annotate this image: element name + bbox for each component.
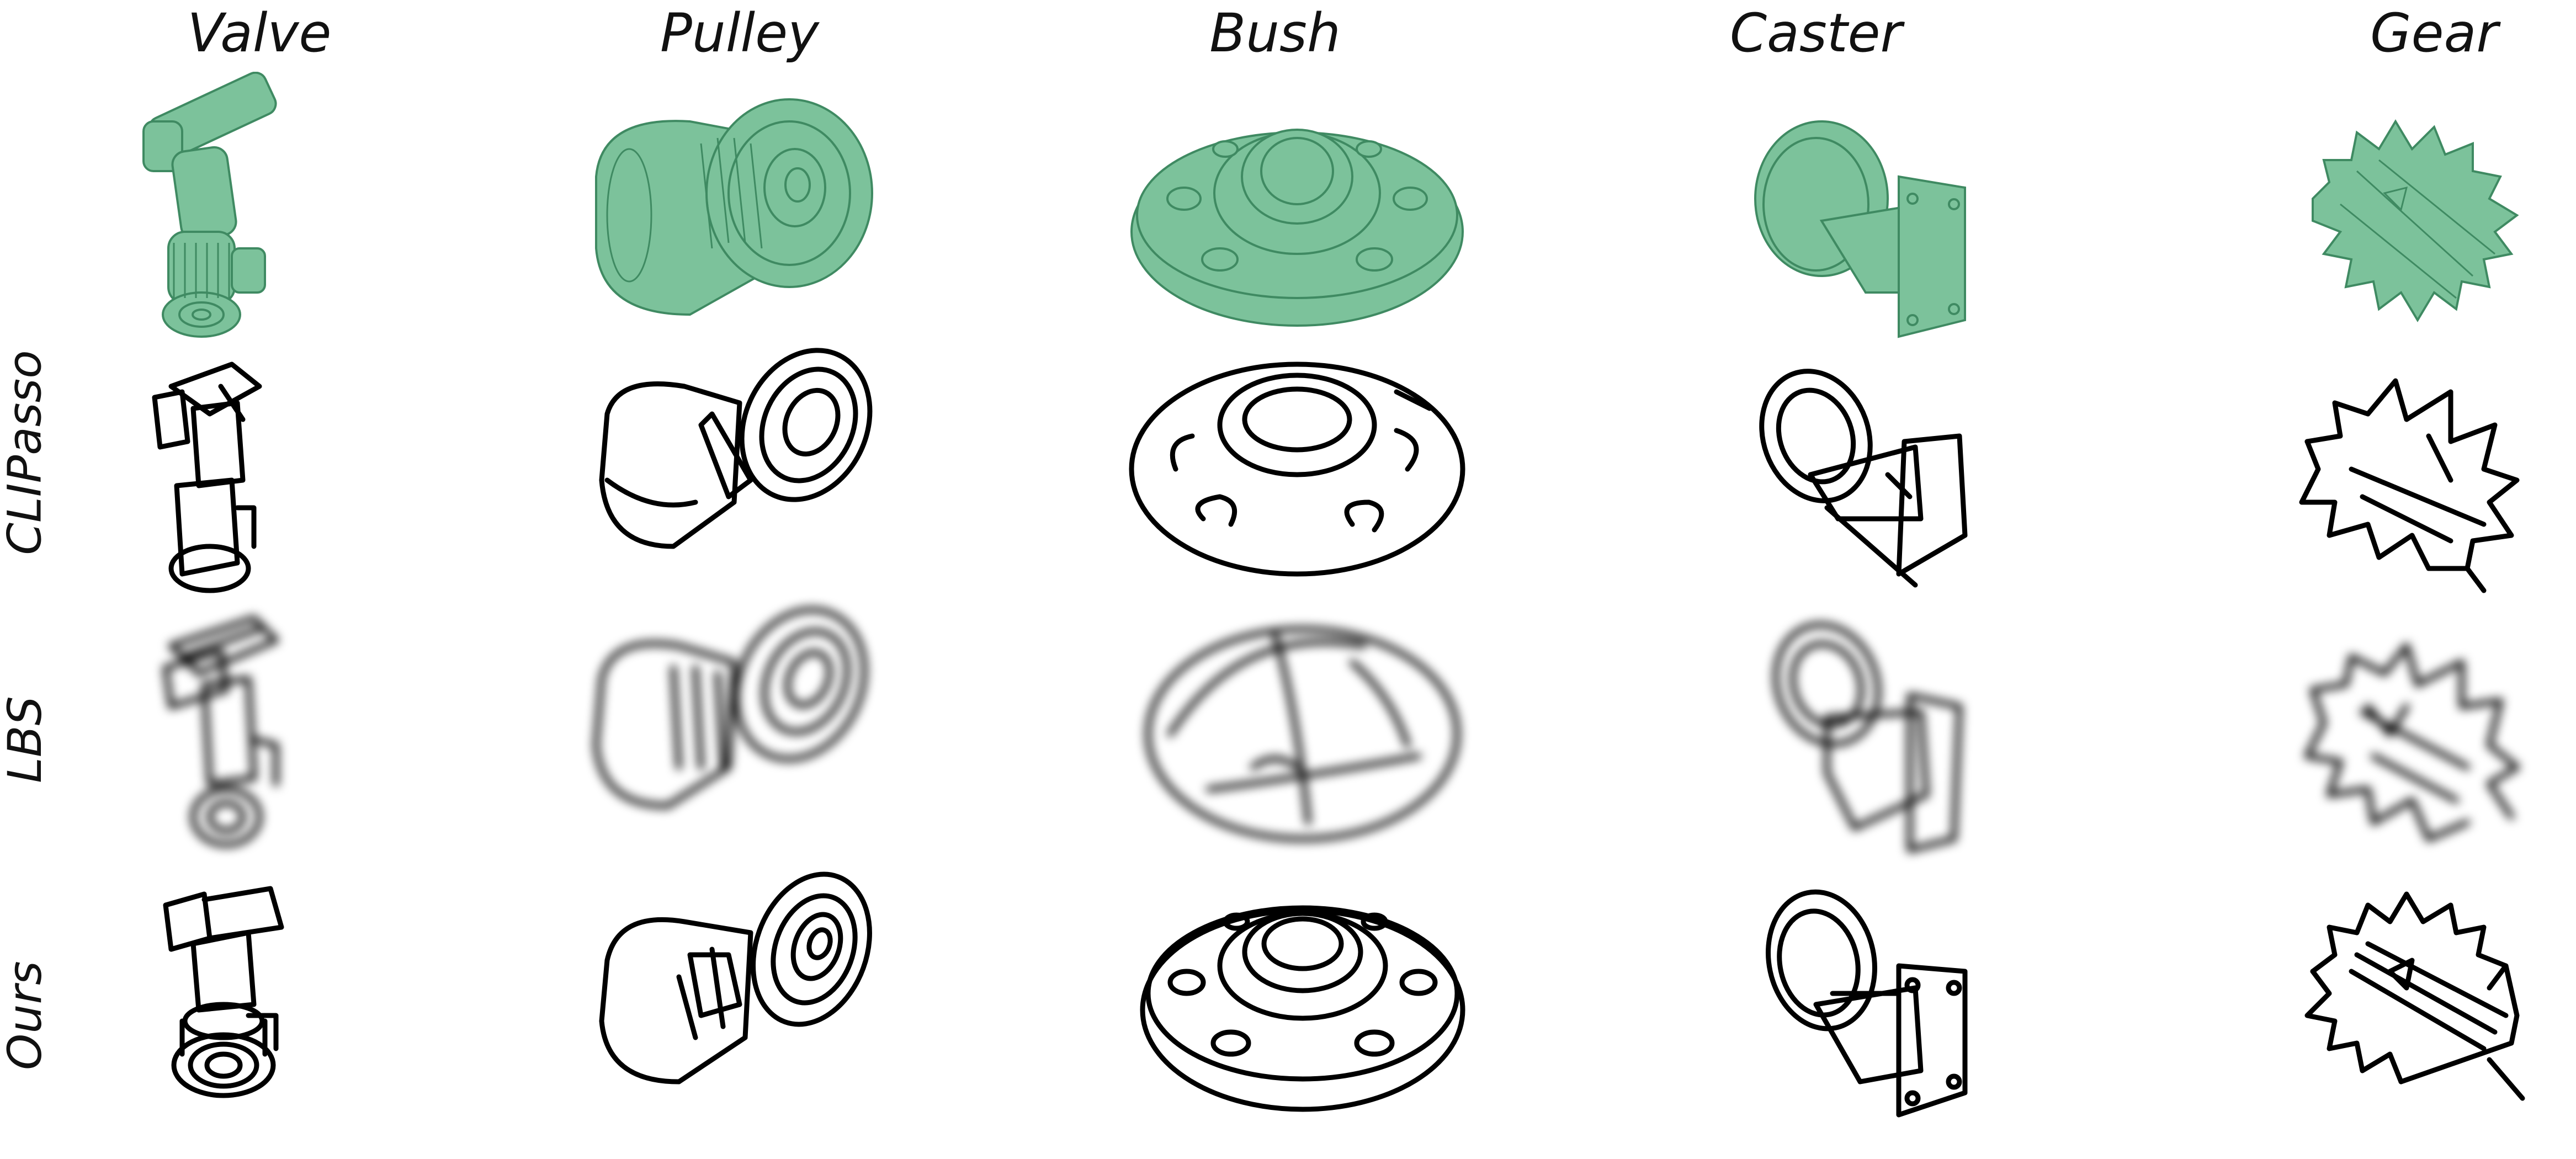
row-label-lbs-text: LBS — [0, 696, 52, 783]
row-label-clipasso-text: CLIPasso — [0, 350, 52, 555]
sketch-clipasso-caster — [1750, 353, 1982, 607]
sketch-clipasso-gear — [2285, 359, 2539, 602]
sketch-lbs-valve — [110, 596, 364, 861]
column-title-caster: Caster — [1729, 2, 1903, 64]
column-title-pulley: Pulley — [660, 2, 819, 64]
sketch-lbs-bush — [1132, 613, 1474, 855]
sketch-ours-valve — [110, 878, 342, 1131]
sketch-clipasso-valve — [110, 353, 342, 596]
model-gear — [2291, 110, 2545, 342]
sketch-lbs-pulley — [574, 585, 916, 828]
row-label-lbs: LBS — [0, 596, 52, 883]
row-label-ours: Ours — [0, 872, 52, 1159]
row-label-ours-text: Ours — [0, 961, 52, 1070]
column-title-valve: Valve — [187, 2, 332, 64]
row-label-clipasso: CLIPasso — [0, 309, 52, 596]
sketch-clipasso-pulley — [585, 337, 916, 568]
model-caster — [1744, 110, 1976, 353]
model-bush — [1126, 110, 1468, 331]
sketch-clipasso-bush — [1120, 342, 1474, 585]
column-title-bush: Bush — [1209, 2, 1341, 64]
column-title-gear: Gear — [2370, 2, 2498, 64]
sketch-ours-caster — [1750, 883, 1982, 1126]
model-pulley — [580, 83, 911, 337]
sketch-lbs-caster — [1744, 607, 1998, 872]
sketch-lbs-gear — [2280, 624, 2545, 866]
model-valve — [66, 72, 342, 359]
sketch-ours-bush — [1132, 889, 1474, 1120]
sketch-ours-pulley — [585, 861, 916, 1104]
sketch-ours-gear — [2285, 878, 2550, 1131]
